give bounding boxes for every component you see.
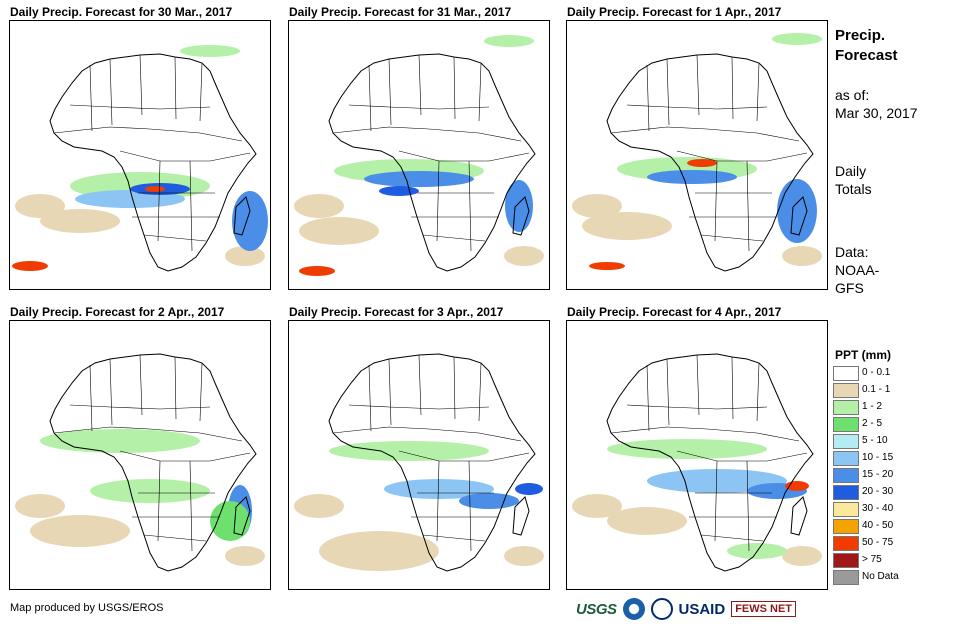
legend-label: 15 - 20 [862, 469, 894, 480]
legend-item: 2 - 5 [833, 417, 953, 434]
legend-swatch [833, 519, 859, 534]
data-line1: Data: [835, 244, 869, 260]
panel-title: Daily Precip. Forecast for 3 Apr., 2017 [289, 305, 504, 319]
legend-swatch [833, 383, 859, 398]
sidebar-title-line1: Precip. [835, 27, 886, 44]
panel-title: Daily Precip. Forecast for 30 Mar., 2017 [10, 5, 233, 19]
legend-label: 30 - 40 [862, 503, 894, 514]
data-source-block: Data: NOAA- GFS [835, 243, 879, 297]
legend-label: > 75 [862, 554, 882, 565]
legend-swatch [833, 485, 859, 500]
panel-title: Daily Precip. Forecast for 4 Apr., 2017 [567, 305, 782, 319]
legend-label: 2 - 5 [862, 418, 883, 429]
usaid-seal-icon [650, 598, 673, 620]
map-svg [10, 21, 270, 289]
sidebar-title-line2: Forecast [835, 47, 898, 64]
credit-text: Map produced by USGS/EROS [10, 602, 164, 614]
legend-item: 0.1 - 1 [833, 383, 953, 400]
map-svg [289, 321, 549, 589]
legend-label: 1 - 2 [862, 401, 883, 412]
legend-title: PPT (mm) [835, 348, 892, 362]
legend-swatch [833, 536, 859, 551]
forecast-map [288, 20, 550, 290]
data-line3: GFS [835, 280, 864, 296]
panel-title: Daily Precip. Forecast for 1 Apr., 2017 [567, 5, 782, 19]
legend: 0 - 0.1 0.1 - 1 1 - 2 2 - 5 5 - 10 10 - 15 15 … [833, 366, 953, 587]
forecast-map [9, 320, 271, 590]
usgs-logo: USGS [576, 600, 617, 618]
noaa-logo-icon [622, 598, 645, 620]
forecast-map [566, 20, 828, 290]
legend-item: No Data [833, 570, 953, 587]
legend-item: 15 - 20 [833, 468, 953, 485]
legend-swatch [833, 451, 859, 466]
legend-label: 20 - 30 [862, 486, 894, 497]
legend-swatch [833, 434, 859, 449]
panel-title: Daily Precip. Forecast for 31 Mar., 2017 [289, 5, 512, 19]
map-svg [567, 21, 827, 289]
legend-label: 0 - 0.1 [862, 367, 891, 378]
sidebar-title: Precip. Forecast [835, 26, 898, 66]
totals-block: Daily Totals [835, 162, 872, 198]
legend-swatch [833, 417, 859, 432]
legend-item: 5 - 10 [833, 434, 953, 451]
usaid-logo: USAID [678, 600, 726, 618]
legend-swatch [833, 502, 859, 517]
legend-item: 40 - 50 [833, 519, 953, 536]
legend-item: 10 - 15 [833, 451, 953, 468]
legend-swatch [833, 468, 859, 483]
legend-label: 5 - 10 [862, 435, 888, 446]
asof-date: Mar 30, 2017 [835, 105, 918, 121]
legend-item: 1 - 2 [833, 400, 953, 417]
asof-label: as of: [835, 87, 870, 103]
legend-item: 0 - 0.1 [833, 366, 953, 383]
legend-swatch [833, 570, 859, 585]
fews-net-logo: FEWS NET [731, 601, 797, 617]
legend-item: 50 - 75 [833, 536, 953, 553]
legend-swatch [833, 366, 859, 381]
legend-label: 0.1 - 1 [862, 384, 891, 395]
asof-block: as of: Mar 30, 2017 [835, 86, 918, 122]
legend-label: No Data [862, 571, 899, 582]
legend-label: 50 - 75 [862, 537, 894, 548]
logo-strip: USGS USAID FEWS NET [576, 596, 797, 622]
panel-title: Daily Precip. Forecast for 2 Apr., 2017 [10, 305, 225, 319]
forecast-map [288, 320, 550, 590]
forecast-map [9, 20, 271, 290]
forecast-map [566, 320, 828, 590]
legend-item: 30 - 40 [833, 502, 953, 519]
legend-label: 40 - 50 [862, 520, 894, 531]
data-line2: NOAA- [835, 262, 880, 278]
totals-line2: Totals [835, 181, 872, 197]
map-svg [289, 21, 549, 289]
map-svg [567, 321, 827, 589]
legend-item: > 75 [833, 553, 953, 570]
legend-label: 10 - 15 [862, 452, 894, 463]
map-svg [10, 321, 270, 589]
legend-item: 20 - 30 [833, 485, 953, 502]
legend-swatch [833, 553, 859, 568]
totals-line1: Daily [835, 163, 867, 179]
legend-swatch [833, 400, 859, 415]
